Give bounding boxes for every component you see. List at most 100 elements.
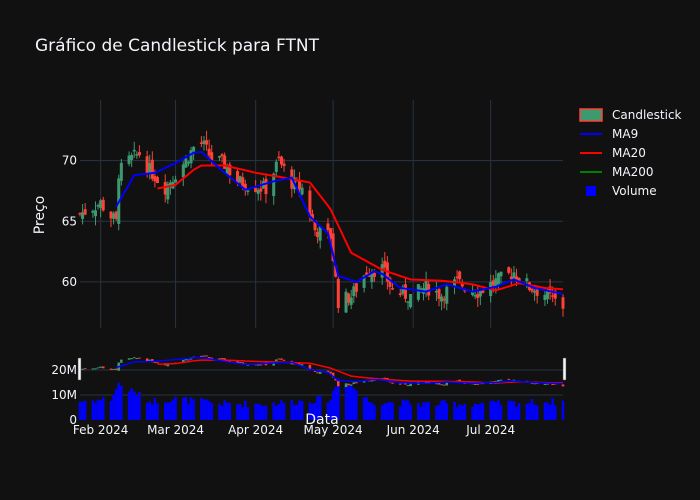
range-slider-candle — [246, 364, 250, 366]
volume-bar — [461, 405, 464, 420]
volume-bar — [275, 405, 278, 420]
range-slider-candle — [300, 364, 304, 366]
volume-bar — [471, 406, 474, 420]
range-slider-candle — [326, 370, 330, 372]
candle-body — [236, 171, 240, 184]
candle-body — [148, 162, 152, 174]
range-slider-candle — [424, 381, 428, 384]
candle-body — [127, 155, 131, 164]
candle-body — [228, 164, 232, 176]
range-slider-candle — [83, 368, 87, 370]
candle-body — [181, 164, 185, 178]
volume-bar — [236, 404, 239, 420]
candle-body — [277, 156, 281, 159]
volume-bar — [546, 402, 549, 420]
range-slider-candle — [533, 383, 536, 385]
candle-body — [99, 200, 103, 208]
volume-axis: 0 10M 20M — [51, 363, 77, 427]
volume-bar — [422, 402, 425, 420]
range-slider-candle — [551, 384, 554, 386]
volume-bar — [207, 401, 211, 420]
volume-bar — [182, 397, 185, 420]
legend-label: MA9 — [612, 127, 638, 141]
volume-bar — [494, 402, 498, 420]
volume-bar — [264, 405, 268, 420]
candle-body — [153, 176, 157, 182]
volume-bar — [543, 402, 547, 420]
candle-body — [318, 226, 322, 241]
volume-bar — [241, 407, 244, 420]
volume-bar — [391, 402, 394, 420]
candle-body — [298, 181, 302, 190]
volume-bar — [114, 389, 118, 420]
candle-body — [238, 176, 242, 183]
candle-body — [347, 293, 351, 303]
volume-bar — [404, 400, 407, 420]
volume-bar — [101, 397, 105, 420]
volume-bar — [78, 401, 82, 420]
volume-bar — [300, 401, 304, 420]
candle-body — [109, 211, 113, 219]
volume-bar — [210, 402, 213, 420]
price-grid — [80, 100, 563, 328]
volume-bar — [445, 403, 449, 420]
volume-bar — [435, 405, 438, 420]
candle-body — [163, 182, 167, 195]
range-slider-candle — [399, 383, 402, 385]
candle-body — [406, 301, 410, 303]
volume-bar — [442, 400, 446, 420]
legend-label: MA20 — [612, 146, 646, 160]
range-slider-candle — [282, 359, 286, 361]
candle-body — [354, 283, 358, 292]
range-slider-candle — [148, 359, 151, 362]
volume-bar — [517, 403, 521, 420]
range-slider-candle — [435, 383, 438, 385]
range-slider-candle — [238, 362, 242, 364]
volume-bar — [130, 388, 133, 420]
volume-bar — [349, 385, 353, 420]
volume-bar — [561, 400, 565, 420]
range-slider-left-handle[interactable] — [77, 357, 82, 381]
range-slider-candle — [352, 382, 356, 385]
candle-body — [437, 289, 441, 299]
candle-body — [530, 288, 534, 292]
candle-body — [186, 162, 190, 164]
y-tick-label: 65 — [62, 214, 77, 228]
volume-bar — [386, 402, 389, 420]
volume-bar — [244, 400, 247, 420]
range-slider-candle — [241, 362, 244, 364]
range-slider-candle — [135, 358, 139, 360]
volume-bar — [246, 407, 250, 420]
candle-body — [473, 295, 477, 297]
volume-bar — [533, 404, 536, 420]
candle-body — [481, 290, 485, 293]
candle-body — [207, 148, 211, 156]
range-slider-candle — [370, 379, 374, 382]
volume-bar — [280, 400, 283, 420]
candle-body — [458, 271, 462, 280]
range-slider[interactable] — [77, 357, 567, 381]
x-tick-label: Feb 2024 — [73, 423, 129, 437]
candle-body — [130, 155, 134, 160]
range-slider-candle — [476, 383, 480, 385]
volume-bar — [440, 400, 443, 420]
volume-bar — [453, 401, 456, 420]
range-slider-candle — [383, 377, 387, 379]
volume-bar — [228, 403, 232, 420]
range-slider-right-handle[interactable] — [562, 357, 567, 381]
candle-body — [372, 273, 376, 277]
range-slider-candle — [313, 370, 317, 372]
candle-body — [246, 190, 250, 192]
range-slider-candle — [236, 361, 239, 364]
candle-body — [344, 291, 348, 313]
range-slider-candle — [259, 364, 263, 366]
range-slider-candle — [96, 367, 100, 369]
volume-bar — [277, 403, 281, 420]
range-slider-candle — [561, 384, 565, 387]
volume-bar — [151, 404, 154, 420]
range-slider-candle — [109, 368, 113, 370]
volume-bar — [476, 404, 480, 420]
range-slider-candle — [499, 379, 503, 381]
range-slider-candle — [512, 379, 516, 381]
volume-bar — [169, 401, 172, 420]
